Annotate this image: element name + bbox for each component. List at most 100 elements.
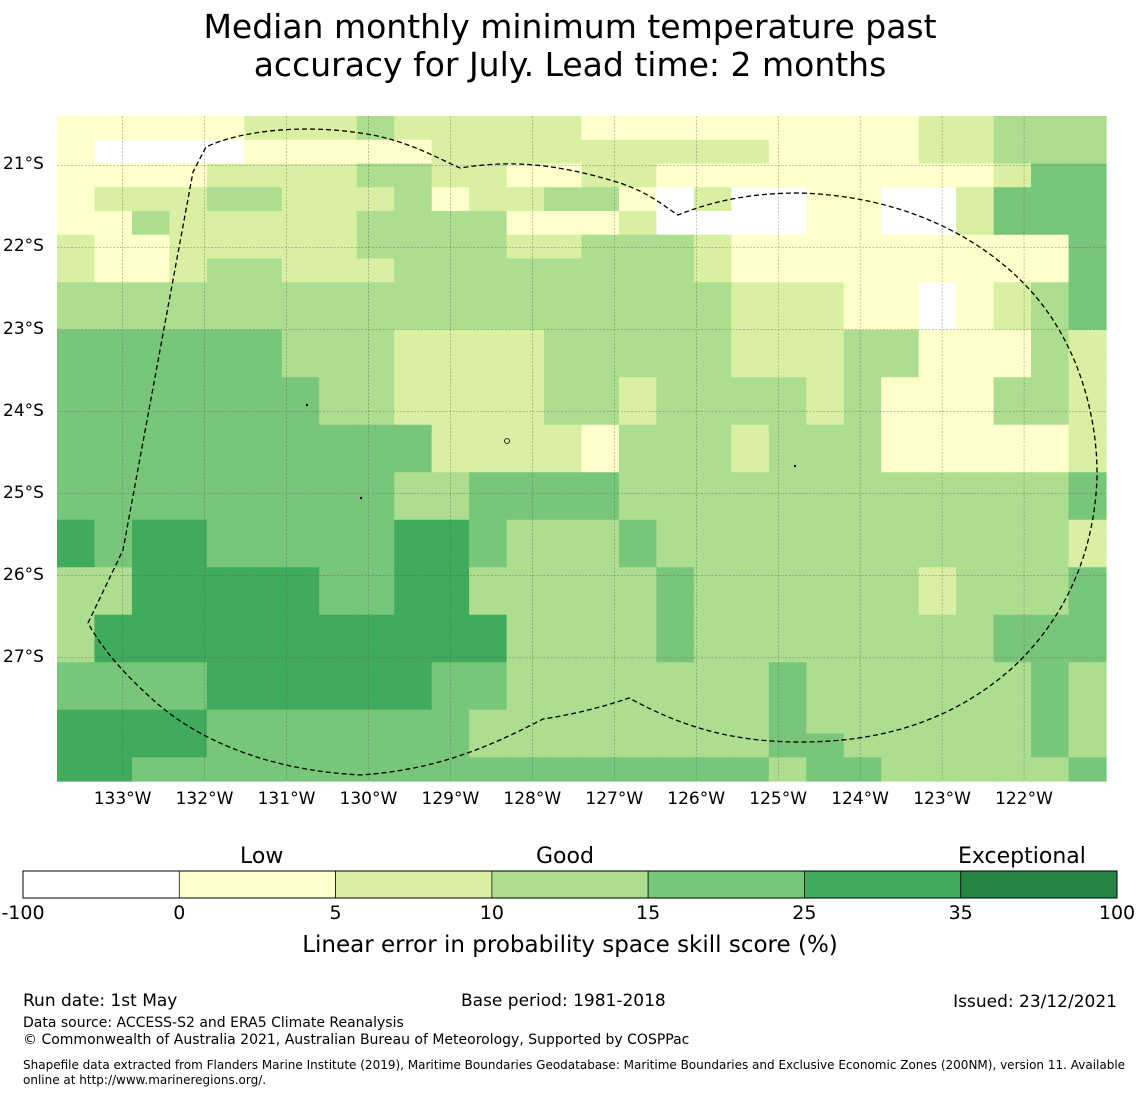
grid-cell <box>356 519 395 545</box>
grid-cell <box>768 401 807 426</box>
grid-cell <box>319 519 358 545</box>
grid-cell <box>431 567 470 592</box>
grid-cell <box>618 591 658 616</box>
grid-cell <box>693 614 732 640</box>
grid-cell <box>693 757 732 782</box>
grid-cell <box>618 709 658 735</box>
grid-cell <box>544 472 583 497</box>
grid-cell <box>843 377 882 402</box>
grid-cell <box>618 543 658 568</box>
grid-cell <box>731 496 770 521</box>
grid-cell <box>94 709 133 735</box>
grid-cell <box>581 496 620 521</box>
grid-cell <box>319 733 358 758</box>
grid-cell <box>843 353 882 378</box>
grid-cell <box>131 686 170 711</box>
graticule-icon <box>57 116 1106 781</box>
grid-cell <box>281 234 320 260</box>
grid-cell <box>731 234 770 260</box>
dashed-eez-outline-icon <box>87 128 1098 776</box>
grid-cell <box>843 519 882 545</box>
grid-cell <box>806 496 845 521</box>
grid-cell <box>1031 116 1070 141</box>
grid-cell <box>394 638 433 663</box>
grid-cell <box>656 543 695 568</box>
grid-cell <box>469 543 508 568</box>
grid-cell <box>693 567 732 592</box>
grid-cell <box>394 519 433 545</box>
grid-cell <box>1031 519 1070 545</box>
grid-cell <box>618 234 658 260</box>
grid-cell <box>1031 353 1070 378</box>
grid-cell <box>206 757 245 782</box>
grid-cell <box>206 234 245 260</box>
grid-cell <box>1068 757 1107 782</box>
grid-cell <box>768 614 807 640</box>
grid-cell <box>731 139 770 165</box>
grid-cell <box>1031 543 1070 568</box>
grid-cell <box>881 211 920 236</box>
grid-cell <box>1068 591 1107 616</box>
grid-cell <box>806 139 845 165</box>
grid-cell <box>394 686 433 711</box>
grid-cell <box>918 733 957 758</box>
grid-cell <box>506 329 545 355</box>
grid-cell <box>394 139 433 165</box>
grid-cell <box>881 258 920 283</box>
grid-cell <box>768 709 807 735</box>
grid-cell <box>244 662 283 687</box>
grid-cell <box>206 163 245 188</box>
grid-cell <box>768 424 807 450</box>
grid-cell <box>57 329 96 355</box>
grid-cell <box>169 496 208 521</box>
grid-cell <box>656 709 695 735</box>
grid-cell <box>469 329 508 355</box>
grid-cell <box>469 258 508 283</box>
grid-cell <box>94 472 133 497</box>
grid-cell <box>169 234 208 260</box>
grid-cell <box>806 733 845 758</box>
grid-cell <box>356 401 395 426</box>
grid-cell <box>1031 686 1070 711</box>
grid-cell <box>731 543 770 568</box>
grid-cell <box>693 116 732 141</box>
grid-cell <box>1068 282 1107 307</box>
grid-cell <box>806 282 845 307</box>
grid-cell <box>731 401 770 426</box>
grid-cell <box>768 353 807 378</box>
colorbar-segment <box>22 870 180 899</box>
grid-cell <box>319 424 358 450</box>
grid-cell <box>881 662 920 687</box>
grid-cell <box>693 258 732 283</box>
grid-cell <box>206 424 245 450</box>
grid-cell <box>394 401 433 426</box>
grid-cell <box>1068 709 1107 735</box>
grid-cell <box>1031 234 1070 260</box>
grid-cell <box>881 567 920 592</box>
grid-cell <box>693 163 732 188</box>
grid-cell <box>806 211 845 236</box>
grid-cell <box>768 567 807 592</box>
grid-cell <box>57 139 96 165</box>
grid-cell <box>431 139 470 165</box>
grid-cell <box>693 377 732 402</box>
colorbar-tick-label: 5 <box>329 902 342 924</box>
grid-cell <box>469 401 508 426</box>
grid-cell <box>731 614 770 640</box>
grid-cell <box>469 496 508 521</box>
grid-cell <box>768 116 807 141</box>
grid-cell <box>956 519 995 545</box>
grid-cell <box>356 139 395 165</box>
grid-cell <box>244 591 283 616</box>
colorbar-label-exceptional: Exceptional <box>958 844 1086 869</box>
grid-cell <box>506 614 545 640</box>
grid-cell <box>281 258 320 283</box>
grid-cell <box>319 472 358 497</box>
grid-cell <box>1068 614 1107 640</box>
grid-cell <box>1031 258 1070 283</box>
grid-cell <box>843 757 882 782</box>
grid-cell <box>731 472 770 497</box>
grid-cell <box>843 424 882 450</box>
grid-cell <box>281 567 320 592</box>
grid-cell <box>731 733 770 758</box>
